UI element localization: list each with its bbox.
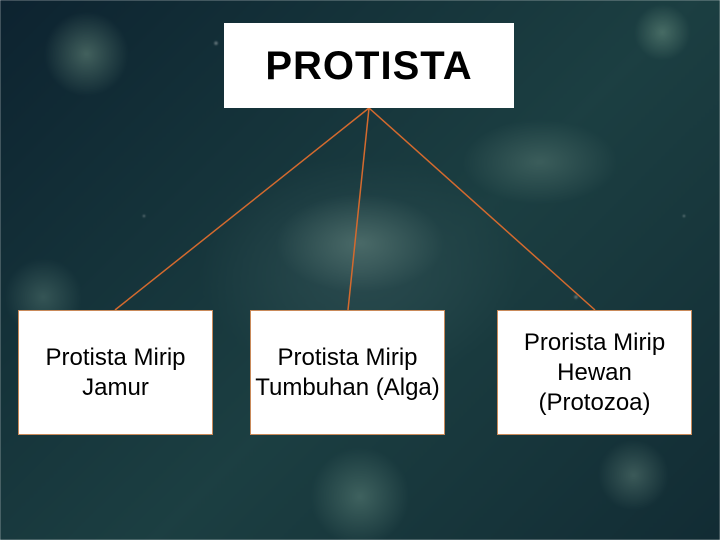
root-node-protista: PROTISTA bbox=[224, 23, 514, 108]
child-node-hewan: Prorista Mirip Hewan (Protozoa) bbox=[497, 310, 692, 435]
child-node-tumbuhan: Protista Mirip Tumbuhan (Alga) bbox=[250, 310, 445, 435]
child-node-jamur: Protista Mirip Jamur bbox=[18, 310, 213, 435]
